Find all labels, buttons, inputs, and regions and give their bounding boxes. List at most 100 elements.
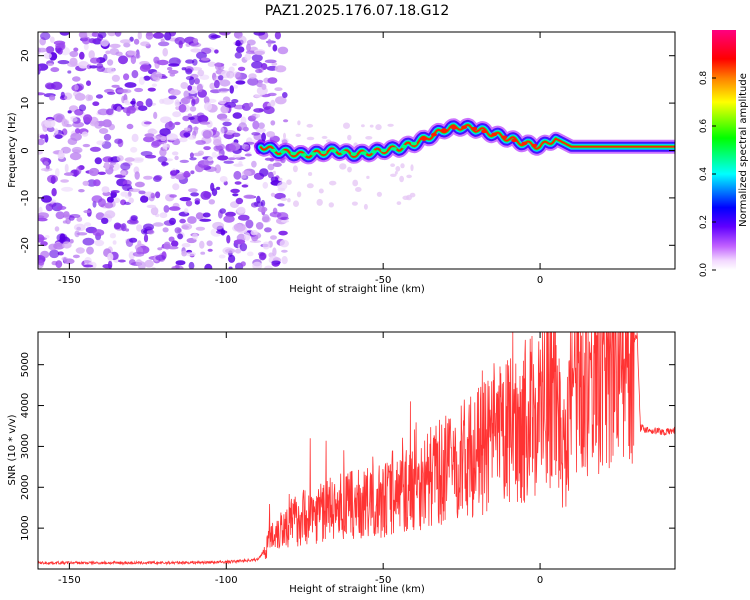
colorbar-ticks: 0.0 0.2 0.4 0.6 0.8 [699,71,716,277]
noise-blob [216,113,228,120]
noise-blob [62,220,68,224]
noise-blob [190,42,202,48]
noise-blob [144,259,154,268]
noise-blob [107,32,117,37]
snr-frame [37,331,676,570]
noise-blob [225,248,236,254]
noise-blob [125,228,130,232]
noise-blob [120,162,131,171]
noise-blob [306,123,314,128]
noise-blob [262,181,269,189]
noise-blob [347,166,352,173]
noise-blob [270,192,276,197]
noise-blob [244,53,251,61]
noise-blob [241,184,249,188]
noise-blob [282,92,288,98]
noise-blob [60,91,65,99]
noise-blob [243,194,255,199]
noise-blob [355,187,362,192]
noise-blob [147,87,156,92]
noise-blob [263,106,275,115]
noise-blob [183,132,191,138]
noise-blob [274,87,283,91]
noise-blob [150,206,159,216]
noise-blob [109,233,116,239]
noise-blob [216,186,221,190]
noise-blob [73,47,79,52]
y-tick-label: -20 [20,237,31,253]
snr-x-axis-label: Height of straight line (km) [289,584,425,595]
noise-blob [68,215,75,221]
spectrogram-y-axis-label: Frequency (Hz) [7,112,18,188]
noise-blob [59,32,70,36]
noise-blob [183,170,190,178]
ridge-peak [421,137,427,141]
noise-blob [219,176,228,183]
noise-blob [217,155,229,161]
noise-blob [61,186,74,192]
noise-blob [209,82,216,90]
noise-blob [86,80,91,86]
noise-blob [262,241,270,250]
noise-blob [185,200,193,207]
noise-blob [50,67,60,73]
ridge-peak [481,129,488,134]
snr-panel: -150 -100 -50 0 1000 2000 3000 4000 5000 Height … [7,331,676,595]
noise-blob [179,218,186,224]
noise-blob [160,116,172,124]
noise-blob [210,34,221,39]
noise-blob [88,167,100,177]
noise-blob [230,188,240,194]
noise-blob [277,46,289,55]
noise-blob [100,38,109,47]
noise-blob [269,211,282,218]
noise-blob [226,234,231,244]
noise-blob [146,204,157,209]
noise-blob [63,92,73,100]
snr-plot-area [38,332,675,566]
y-tick-label: -10 [20,190,31,206]
noise-blob [318,188,324,194]
noise-blob [267,163,275,171]
y-tick-label: 0 [20,147,31,153]
noise-blob [232,112,242,119]
noise-blob [181,67,187,71]
noise-blob [262,214,270,223]
noise-blob [363,203,368,210]
noise-blob [109,43,121,49]
noise-blob [168,120,173,128]
noise-blob [150,192,156,199]
noise-blob [255,113,261,118]
noise-blob [96,65,106,72]
noise-blob [38,47,48,53]
noise-blob [277,181,288,191]
noise-blob [402,195,410,200]
noise-blob [130,100,136,105]
noise-blob [174,155,179,161]
noise-blob [168,206,181,211]
noise-blob [160,38,165,43]
noise-blob [237,66,246,72]
noise-blob [295,133,302,137]
noise-blob [203,146,211,151]
noise-blob [54,226,60,232]
noise-blob [278,177,283,182]
noise-blob [184,208,189,214]
colorbar: 0.0 0.2 0.4 0.6 0.8 Normalized spectral ampl… [699,30,749,277]
noise-blob [196,112,205,119]
noise-blob [258,251,265,257]
noise-blob [394,171,398,175]
noise-blob [111,74,120,82]
noise-blob [49,95,56,101]
noise-blob [283,119,289,123]
noise-blob [131,70,139,79]
noise-blob [116,106,122,113]
noise-blob [396,201,402,206]
noise-blob [38,138,45,146]
x-tick-label: 0 [537,575,543,586]
noise-blob [72,121,84,128]
noise-blob [78,104,87,112]
noise-blob [144,154,157,159]
ridge-peak [400,144,407,149]
y-tick-label: 1000 [20,515,31,540]
